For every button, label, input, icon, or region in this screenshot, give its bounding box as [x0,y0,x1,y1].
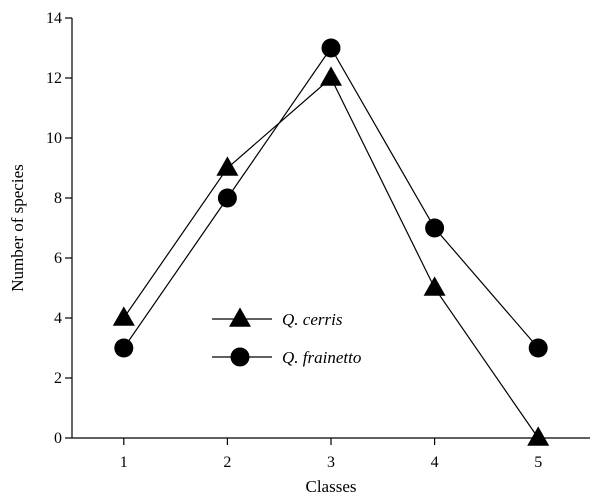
y-tick-label-14: 14 [46,10,62,27]
point-q-cerris-5 [527,426,550,446]
y-axis-label: Number of species [8,164,27,291]
legend-label-q-frainetto: Q. frainetto [282,348,361,367]
y-tick-label-10: 10 [46,130,62,147]
series-q-frainetto [114,38,548,358]
point-q-cerris-4 [423,276,446,296]
legend: Q. cerris Q. frainetto [212,307,361,367]
legend-item-q-cerris: Q. cerris [212,307,343,329]
legend-marker-q-cerris [229,307,251,327]
point-q-cerris-3 [320,66,342,86]
y-tick-label-6: 6 [54,250,62,267]
series-line-q-frainetto [123,46,539,349]
y-tick-label-8: 8 [54,190,62,207]
point-q-cerris-1 [112,306,135,326]
x-tick-label-5: 5 [534,454,542,471]
y-tick-label-0: 0 [54,430,62,447]
x-tick-label-3: 3 [327,454,335,471]
point-q-cerris-2 [216,156,239,176]
x-ticks: 1 2 3 4 5 [120,438,542,471]
y-tick-label-2: 2 [54,370,62,387]
y-ticks: 0 2 4 6 8 10 12 14 [46,10,72,447]
y-tick-label-12: 12 [46,70,62,87]
y-tick-label-4: 4 [54,310,62,327]
legend-marker-q-frainetto [230,347,250,367]
point-q-frainetto-2 [217,188,237,208]
point-q-frainetto-3 [321,38,341,58]
x-tick-label-4: 4 [431,454,439,471]
series-q-cerris [112,66,550,446]
legend-label-q-cerris: Q. cerris [282,310,343,329]
x-tick-label-2: 2 [223,454,231,471]
series-layer [112,38,550,446]
point-q-frainetto-4 [425,218,445,238]
legend-item-q-frainetto: Q. frainetto [212,347,361,367]
point-q-frainetto-1 [114,338,134,358]
point-q-frainetto-5 [528,338,548,358]
x-axis-label: Classes [306,477,357,496]
x-tick-label-1: 1 [120,454,128,471]
